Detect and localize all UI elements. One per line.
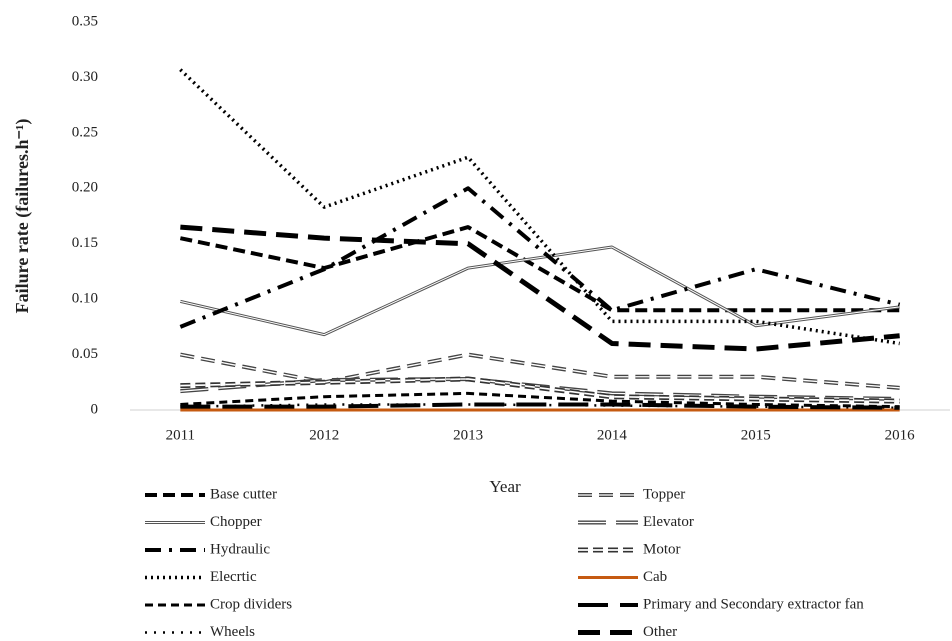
y-tick-label: 0.35: [72, 13, 98, 29]
legend-label: Crop dividers: [210, 596, 292, 612]
y-tick-label: 0.25: [72, 124, 98, 140]
legend-label: Elevator: [643, 514, 694, 530]
x-tick-label: 2011: [166, 427, 195, 443]
series-line-inner: [180, 378, 900, 402]
y-axis-label: Failure rate (failures.h⁻¹): [12, 119, 33, 314]
series-line: [179, 225, 900, 313]
legend-label: Cab: [643, 569, 667, 585]
y-tick-label: 0.30: [72, 69, 98, 85]
legend-label: Topper: [643, 486, 685, 502]
series-line: [180, 224, 900, 352]
x-tick-label: 2012: [309, 427, 339, 443]
legend-label: Other: [643, 624, 677, 640]
legend-label: Motor: [643, 541, 681, 557]
y-tick-label: 0.05: [72, 346, 98, 362]
x-tick-label: 2015: [741, 427, 771, 443]
y-tick-label: 0.15: [72, 235, 98, 251]
legend-label: Chopper: [210, 514, 262, 530]
x-tick-label: 2016: [885, 427, 916, 443]
y-tick-label: 0.10: [72, 291, 98, 307]
x-tick-label: 2014: [597, 427, 628, 443]
series-line: [179, 68, 900, 346]
series-line: [180, 391, 900, 409]
x-axis-label: Year: [489, 477, 521, 496]
legend-label: Base cutter: [210, 486, 277, 502]
y-tick-label: 0.20: [72, 180, 98, 196]
legend-label: Primary and Secondary extractor fan: [643, 596, 864, 612]
y-tick-label: 0: [91, 401, 99, 417]
series-line-inner: [180, 246, 900, 336]
series-line-inner: [180, 353, 900, 389]
series-line: [180, 402, 900, 410]
legend-label: Elecrtic: [210, 569, 257, 585]
series-line: [179, 186, 901, 329]
legend-label: Hydraulic: [210, 541, 270, 557]
x-tick-label: 2013: [453, 427, 483, 443]
legend-label: Wheels: [210, 624, 255, 640]
